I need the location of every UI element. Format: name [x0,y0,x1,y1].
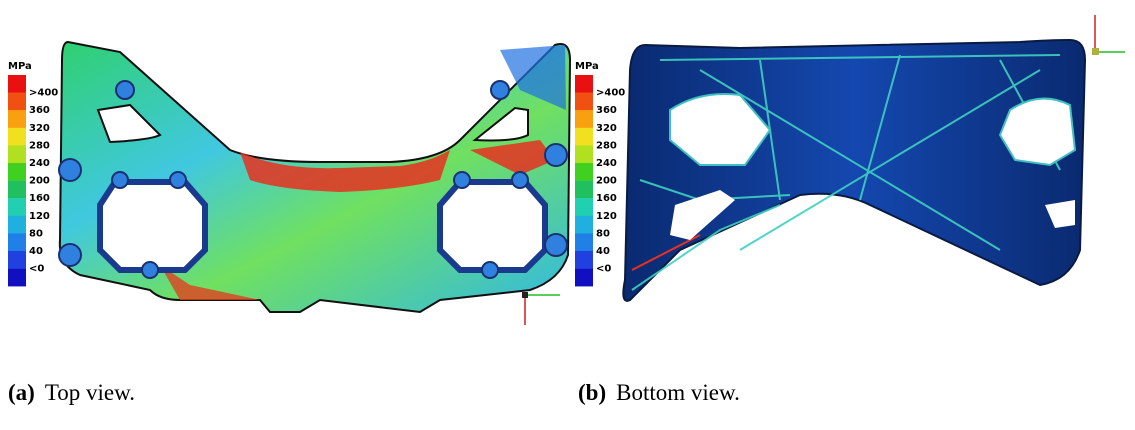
legend-label: 320 [29,123,50,134]
caption-text: Top view. [45,380,135,405]
legend-swatch [575,110,593,128]
legend-swatch [8,145,26,163]
legend-swatch [8,269,26,287]
legend-swatch [8,128,26,146]
legend-label: 80 [29,228,43,239]
bottom-view-image [623,40,1085,301]
legend-label: 40 [596,246,610,257]
legend-label: 160 [596,193,617,204]
legend-label: 200 [596,176,617,187]
top-view-image [59,42,570,312]
legend-label: >400 [596,88,625,99]
legend-swatch [575,93,593,111]
caption: (b) Bottom view. [578,380,740,406]
legend-swatch [575,163,593,181]
legend-swatch [8,110,26,128]
legend-label: 120 [596,211,617,222]
legend-label: >400 [29,88,58,99]
legend-label: 360 [29,105,50,116]
legend-swatch [575,75,593,93]
legend-swatch [8,216,26,234]
legend-swatch [8,251,26,269]
legend-swatch [575,269,593,287]
legend-label: 80 [596,228,610,239]
legend-swatch [8,198,26,216]
legend-unit: MPa [8,61,32,72]
legend-label: 280 [596,140,617,151]
legend-swatch [575,145,593,163]
legend-label: 200 [29,176,50,187]
legend-label: 280 [29,140,50,151]
caption-text: Bottom view. [616,380,740,405]
caption: (a) Top view. [8,380,135,406]
legend-label: 240 [596,158,617,169]
legend-label: 320 [596,123,617,134]
caption-label: (a) [8,380,35,405]
legend-swatch [575,251,593,269]
legend-label: <0 [596,264,611,275]
legend-swatch [575,216,593,234]
legend-label: 120 [29,211,50,222]
legend-swatch [575,198,593,216]
legend-label: 240 [29,158,50,169]
figure-images: MPa >400 360 320 280 240 200 160 120 80 40 <0 MPa >40… [0,0,1135,370]
legend-label: 360 [596,105,617,116]
legend-swatch [8,181,26,199]
legend-label: <0 [29,264,44,275]
legend-swatch [575,233,593,251]
legend-unit: MPa [575,61,599,72]
caption-label: (b) [578,380,606,405]
legend-swatch [575,181,593,199]
legend-label: 160 [29,193,50,204]
legend-swatch [8,93,26,111]
legend-label: 40 [29,246,43,257]
legend-swatch [575,128,593,146]
axis-triad [1092,15,1125,55]
legend-swatch [8,233,26,251]
axis-triad [522,292,560,325]
figure: MPa >400 360 320 280 240 200 160 120 80 40 <0 MPa >40… [0,0,1135,430]
legend-swatch [8,75,26,93]
legend-swatch [8,163,26,181]
